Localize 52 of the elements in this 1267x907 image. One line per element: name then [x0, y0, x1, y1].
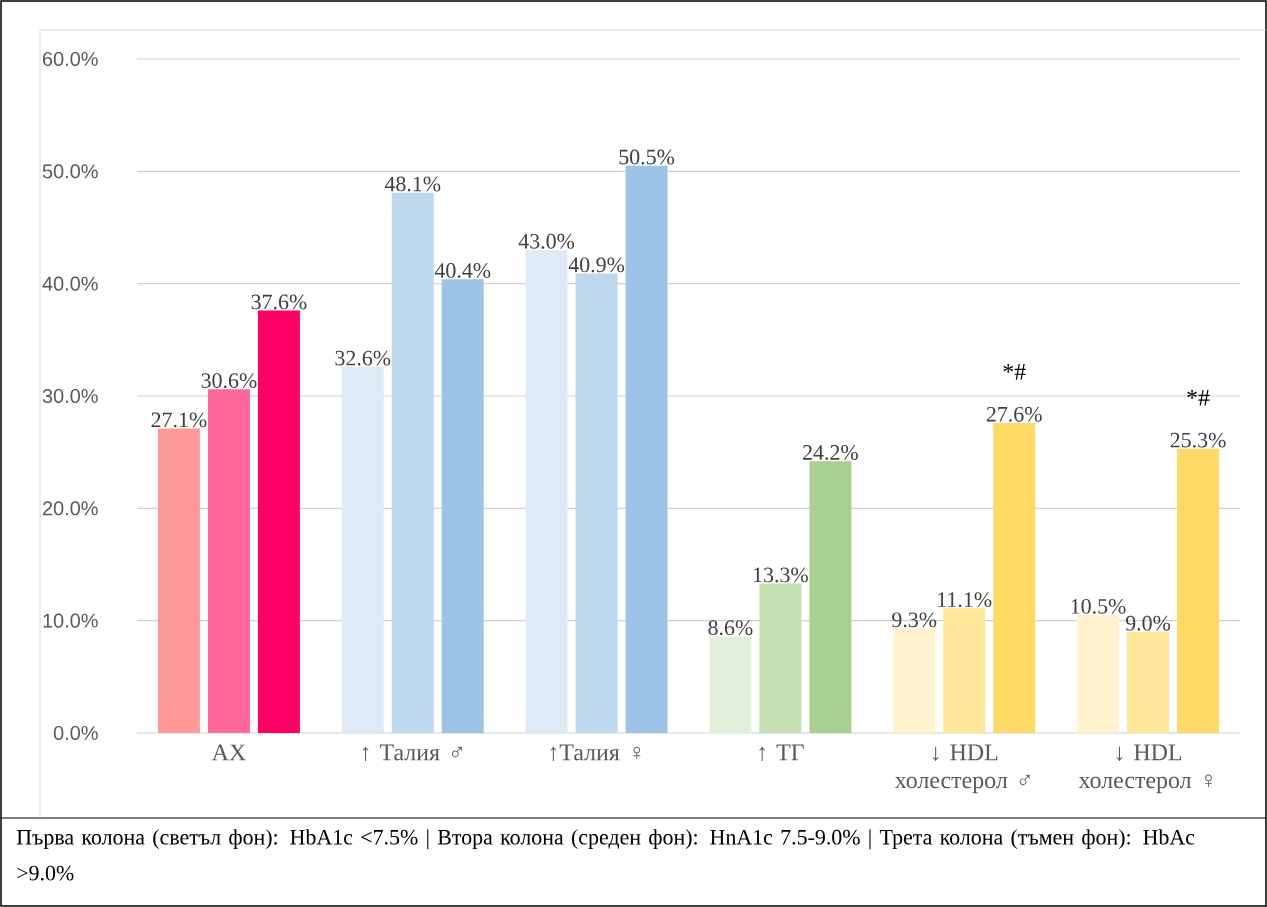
bar: [759, 583, 802, 733]
data-label: 8.6%: [708, 620, 753, 636]
data-label: 24.2%: [803, 445, 858, 460]
data-label: 40.9%: [568, 257, 625, 273]
data-label: 10.5%: [1071, 598, 1126, 614]
data-label: 32.6%: [335, 350, 391, 366]
bar: [341, 366, 384, 733]
annotation: *#: [1187, 389, 1210, 406]
data-label: 25.3%: [1170, 432, 1226, 448]
bar: [809, 461, 852, 733]
data-label: 11.1%: [938, 592, 992, 608]
bar: [1077, 615, 1120, 733]
x-tick-label: ↓ HDL холестерол ♀: [1078, 744, 1212, 794]
y-tick-label: 10.0%: [43, 613, 98, 628]
data-label: 50.5%: [619, 149, 675, 165]
annotation: *#: [1003, 364, 1026, 380]
x-tick-label: ↑ ТГ: [759, 744, 804, 761]
data-label: 27.1%: [151, 412, 207, 428]
bar: [625, 165, 668, 733]
x-tick-label: ↑Талия ♀: [550, 744, 641, 761]
bar: [525, 249, 568, 733]
bar: [993, 422, 1036, 733]
bar: [943, 608, 986, 733]
bar: [575, 273, 618, 733]
bar: [391, 192, 434, 733]
bar: [1177, 448, 1220, 733]
y-tick-label: 40.0%: [42, 276, 98, 291]
bar: [893, 628, 936, 733]
data-label: 27.6%: [986, 406, 1042, 422]
data-label: 40.4%: [434, 263, 491, 278]
data-label: 9.0%: [1125, 615, 1171, 631]
y-tick-label: 0.0%: [53, 725, 98, 741]
bar: [157, 428, 200, 733]
bar: [709, 636, 752, 733]
data-label: 9.3%: [892, 612, 937, 628]
y-tick-label: 20.0%: [42, 501, 98, 516]
data-label: 48.1%: [384, 176, 441, 192]
data-label: 30.6%: [201, 373, 257, 389]
x-tick-label: ↓ HDL холестерол ♂: [894, 744, 1030, 794]
y-tick-label: 30.0%: [42, 388, 98, 404]
bar: [207, 389, 250, 733]
bar: [1127, 631, 1170, 733]
data-label: 13.3%: [754, 567, 808, 583]
x-tick-label: ↑ Талия ♂: [362, 744, 462, 761]
data-label: 43.0%: [518, 233, 575, 249]
data-label: 37.6%: [251, 294, 307, 310]
x-tick-label: АХ: [211, 744, 246, 761]
y-tick-label: 50.0%: [42, 164, 98, 179]
y-tick-label: 60.0%: [43, 51, 98, 67]
bar: [441, 279, 484, 733]
text: Първа колона (светъл фон): HbA1c <7.5% | Втора колона (среден фон): HnA1c 7.5-9.0% | Трета колона (тъмен фон): HbAc >9.0%: [16, 829, 1195, 881]
bar: [257, 310, 300, 733]
